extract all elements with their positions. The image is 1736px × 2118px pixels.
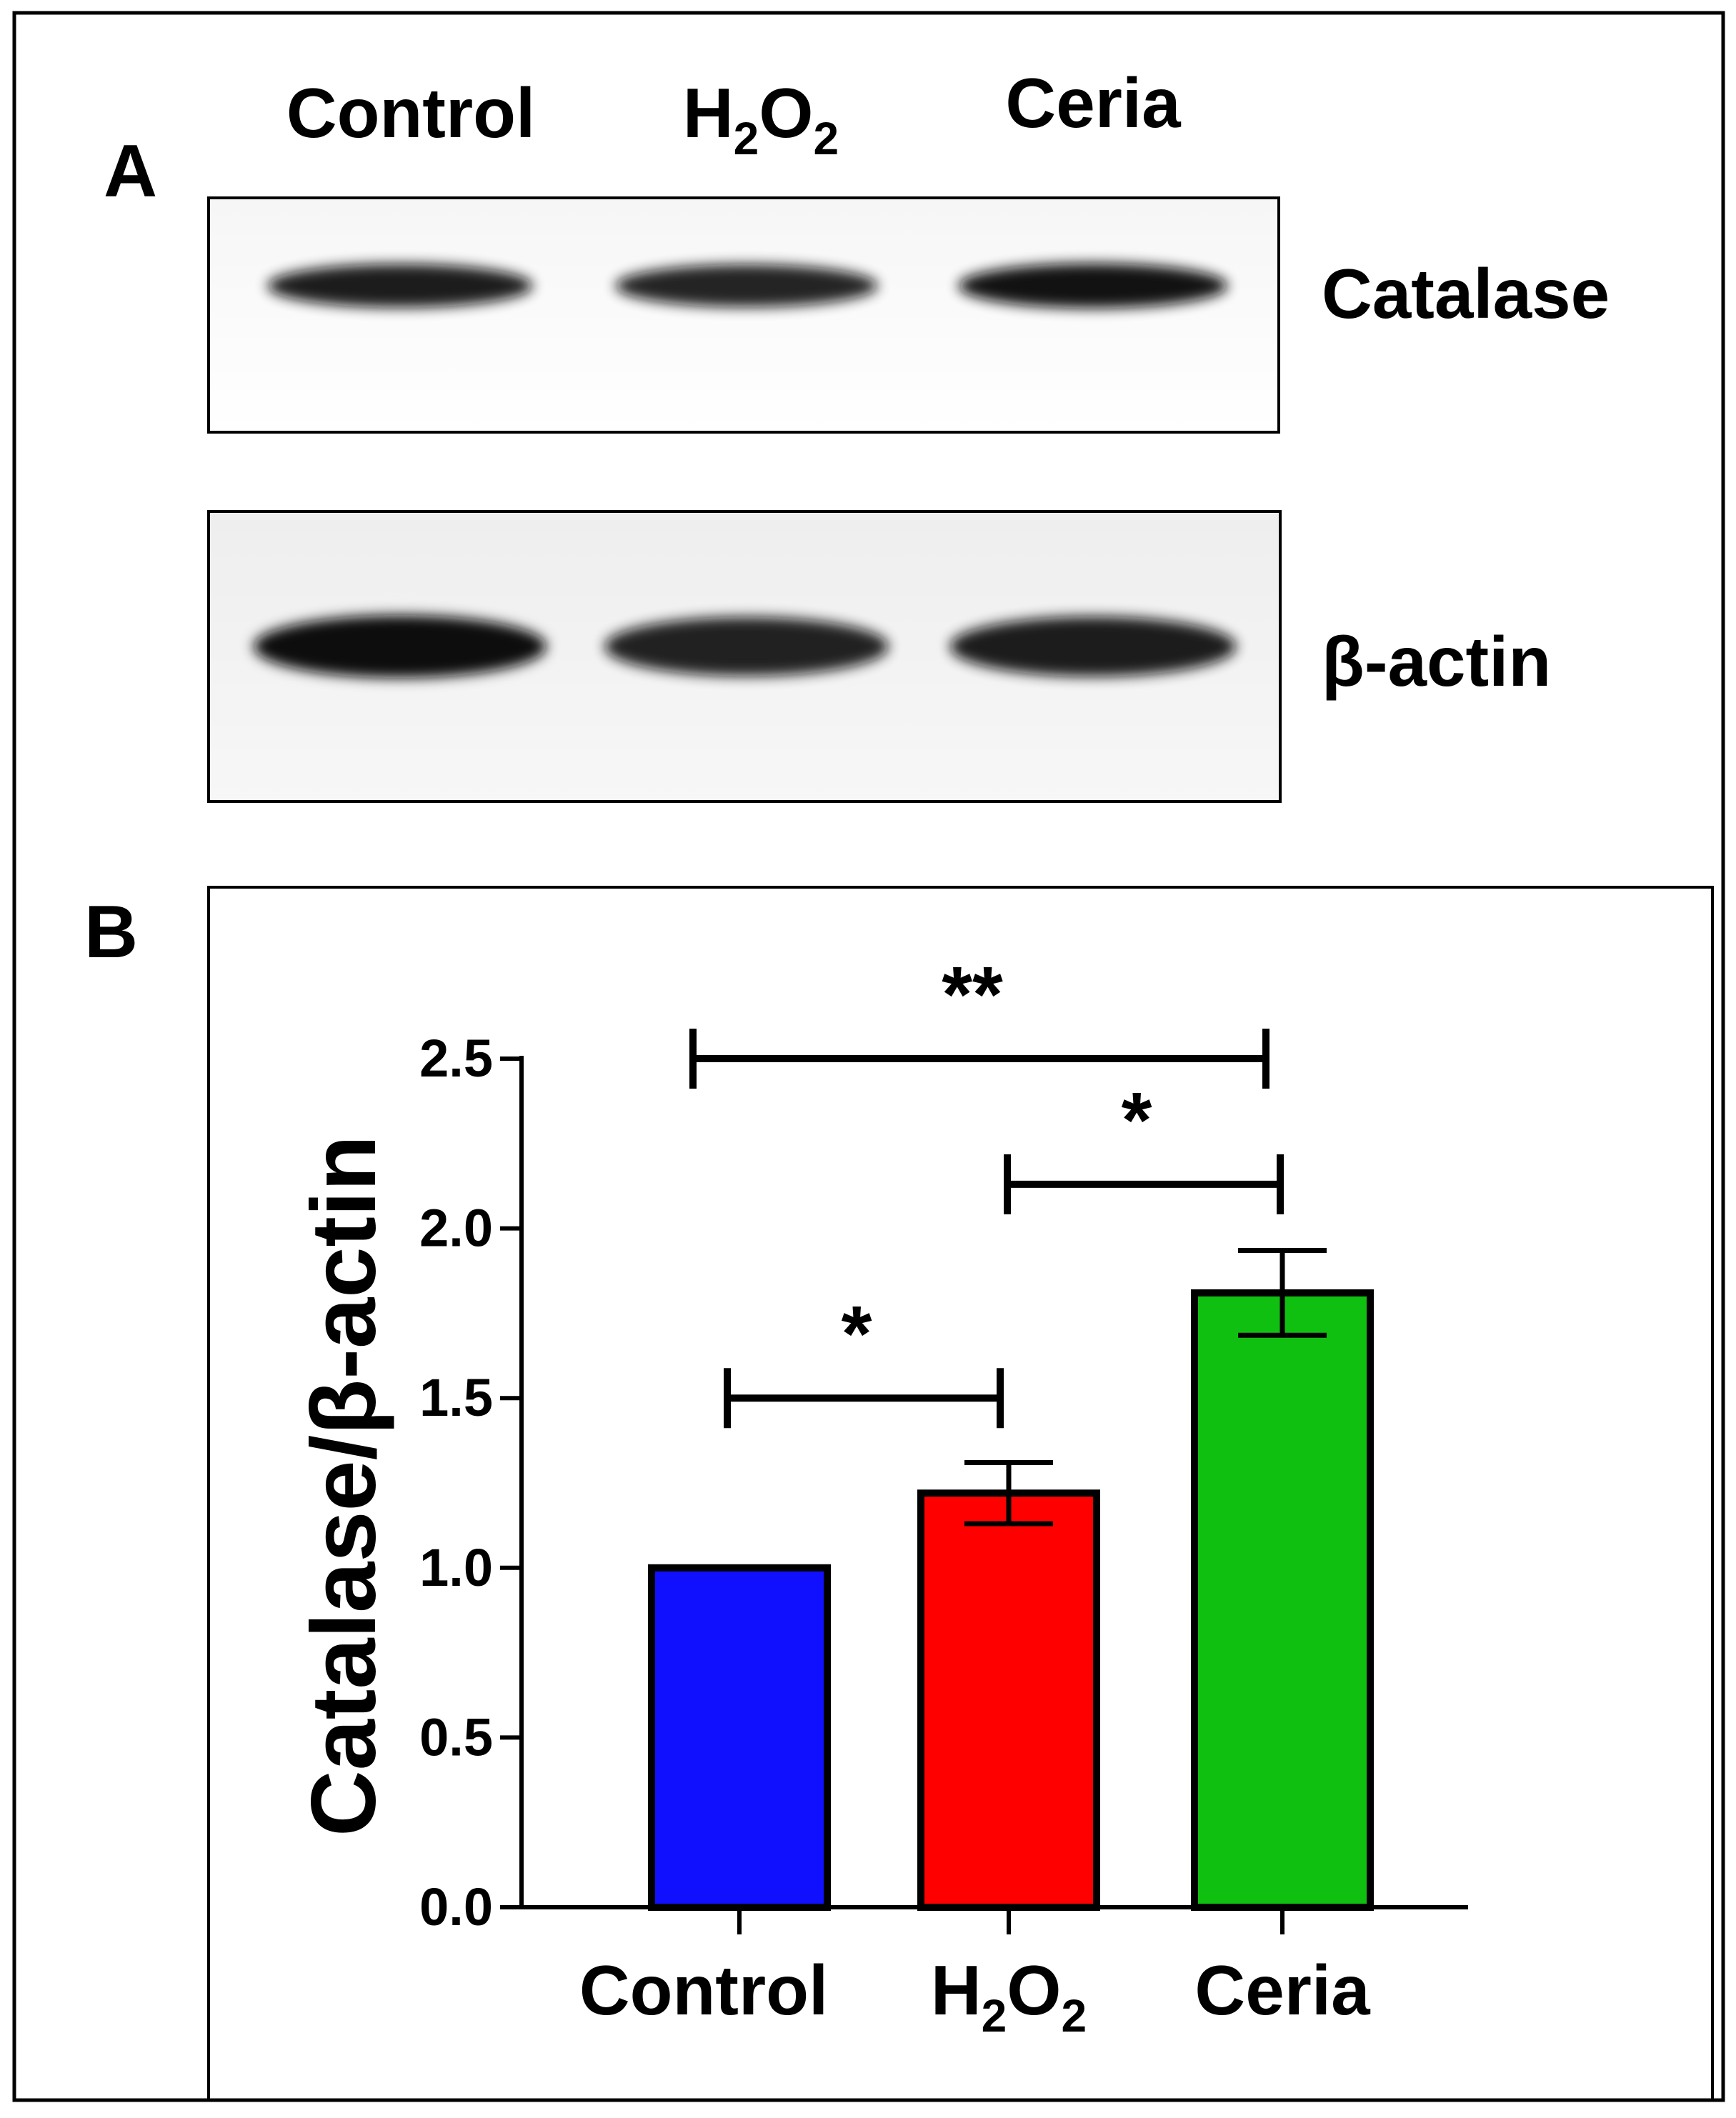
band-catalase-lane-1 bbox=[267, 264, 533, 308]
y-tick-label: 2.5 bbox=[419, 1029, 493, 1088]
y-axis-label: Catalase/β-actin bbox=[293, 1135, 395, 1837]
panel-b-frame bbox=[207, 886, 1714, 2102]
band-catalase-lane-3 bbox=[958, 263, 1228, 309]
y-tick-label: 2.0 bbox=[419, 1199, 493, 1258]
blot-catalase-bands bbox=[267, 263, 1228, 309]
x-tick-label-3: Ceria bbox=[1194, 1951, 1371, 2029]
band-actin-lane-1 bbox=[254, 615, 547, 678]
panel-a-label: A bbox=[104, 130, 157, 213]
bar-2 bbox=[917, 1489, 1100, 1912]
x-tick-label-1: Control bbox=[579, 1951, 828, 2029]
bar-chart: 0.0 0.5 1.0 1.5 2.0 2.5 Catalase/β-actin Contro… bbox=[293, 951, 1468, 2042]
panel-b-label: B bbox=[84, 891, 138, 974]
blot-catalase-label: Catalase bbox=[1322, 254, 1610, 333]
x-tick-label-2: H2O2 bbox=[931, 1951, 1087, 2042]
lane-labels: Control H2O2 Ceria bbox=[286, 64, 1182, 164]
y-tick-label: 1.0 bbox=[419, 1538, 493, 1597]
significance-label-2: * bbox=[1122, 1077, 1152, 1164]
blot-actin-label: β-actin bbox=[1322, 622, 1551, 701]
significance-label-1: ** bbox=[942, 951, 1003, 1039]
significance-label-3: * bbox=[842, 1290, 872, 1378]
band-actin-lane-3 bbox=[949, 616, 1237, 677]
blot-catalase-membrane bbox=[207, 196, 1280, 434]
band-catalase-lane-2 bbox=[615, 264, 878, 307]
bar-1 bbox=[648, 1564, 831, 1912]
y-tick-label: 0.5 bbox=[419, 1707, 493, 1767]
bar-3 bbox=[1191, 1289, 1374, 1911]
lane-label-ceria: Ceria bbox=[1005, 64, 1182, 142]
lane-label-control: Control bbox=[286, 74, 535, 152]
blot-actin-bands bbox=[254, 615, 1237, 678]
y-tick-label: 1.5 bbox=[419, 1368, 493, 1427]
lane-label-h2o2: H2O2 bbox=[683, 74, 839, 164]
y-tick-label: 0.0 bbox=[419, 1877, 493, 1937]
blot-catalase: Catalase bbox=[207, 196, 1610, 434]
blot-actin: β-actin bbox=[207, 510, 1551, 803]
band-actin-lane-2 bbox=[604, 616, 889, 676]
